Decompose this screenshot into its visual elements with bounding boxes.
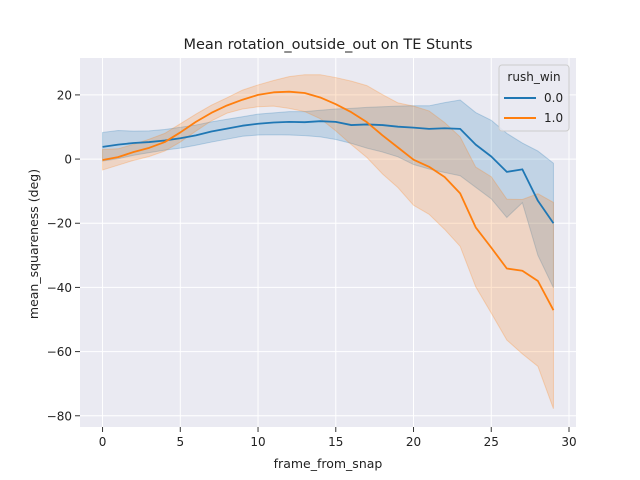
y-tick-label: −20 <box>47 217 72 231</box>
y-axis-ticks: −80 −60 −40 −20 0 20 <box>47 88 80 423</box>
legend-title: rush_win <box>507 70 560 84</box>
y-tick-label: −40 <box>47 281 72 295</box>
legend-label-1: 1.0 <box>544 111 563 125</box>
grid-lines <box>80 58 576 427</box>
x-tick-label: 20 <box>406 435 421 449</box>
x-tick-label: 25 <box>484 435 499 449</box>
x-tick-label: 5 <box>176 435 184 449</box>
y-axis-label: mean_squareness (deg) <box>26 169 41 319</box>
x-axis-label: frame_from_snap <box>274 456 383 471</box>
ci-band-series-1 <box>102 74 554 409</box>
y-tick-label: 20 <box>57 88 72 102</box>
y-tick-label: −60 <box>47 345 72 359</box>
chart-title: Mean rotation_outside_out on TE Stunts <box>183 37 472 53</box>
x-axis-ticks: 0 5 10 15 20 25 30 <box>99 427 577 449</box>
line-series-1 <box>102 90 555 311</box>
legend: rush_win 0.0 1.0 <box>498 64 570 132</box>
y-tick-label: −80 <box>47 409 72 423</box>
x-tick-label: 15 <box>328 435 343 449</box>
ci-band-series-0 <box>102 99 554 288</box>
y-tick-label: 0 <box>64 153 72 167</box>
line-series-0 <box>102 120 555 224</box>
legend-label-0: 0.0 <box>544 91 563 105</box>
x-tick-label: 0 <box>99 435 107 449</box>
plot-area <box>80 58 576 427</box>
confidence-bands <box>102 74 554 409</box>
series-lines <box>102 90 555 311</box>
x-tick-label: 10 <box>250 435 265 449</box>
x-tick-label: 30 <box>561 435 576 449</box>
